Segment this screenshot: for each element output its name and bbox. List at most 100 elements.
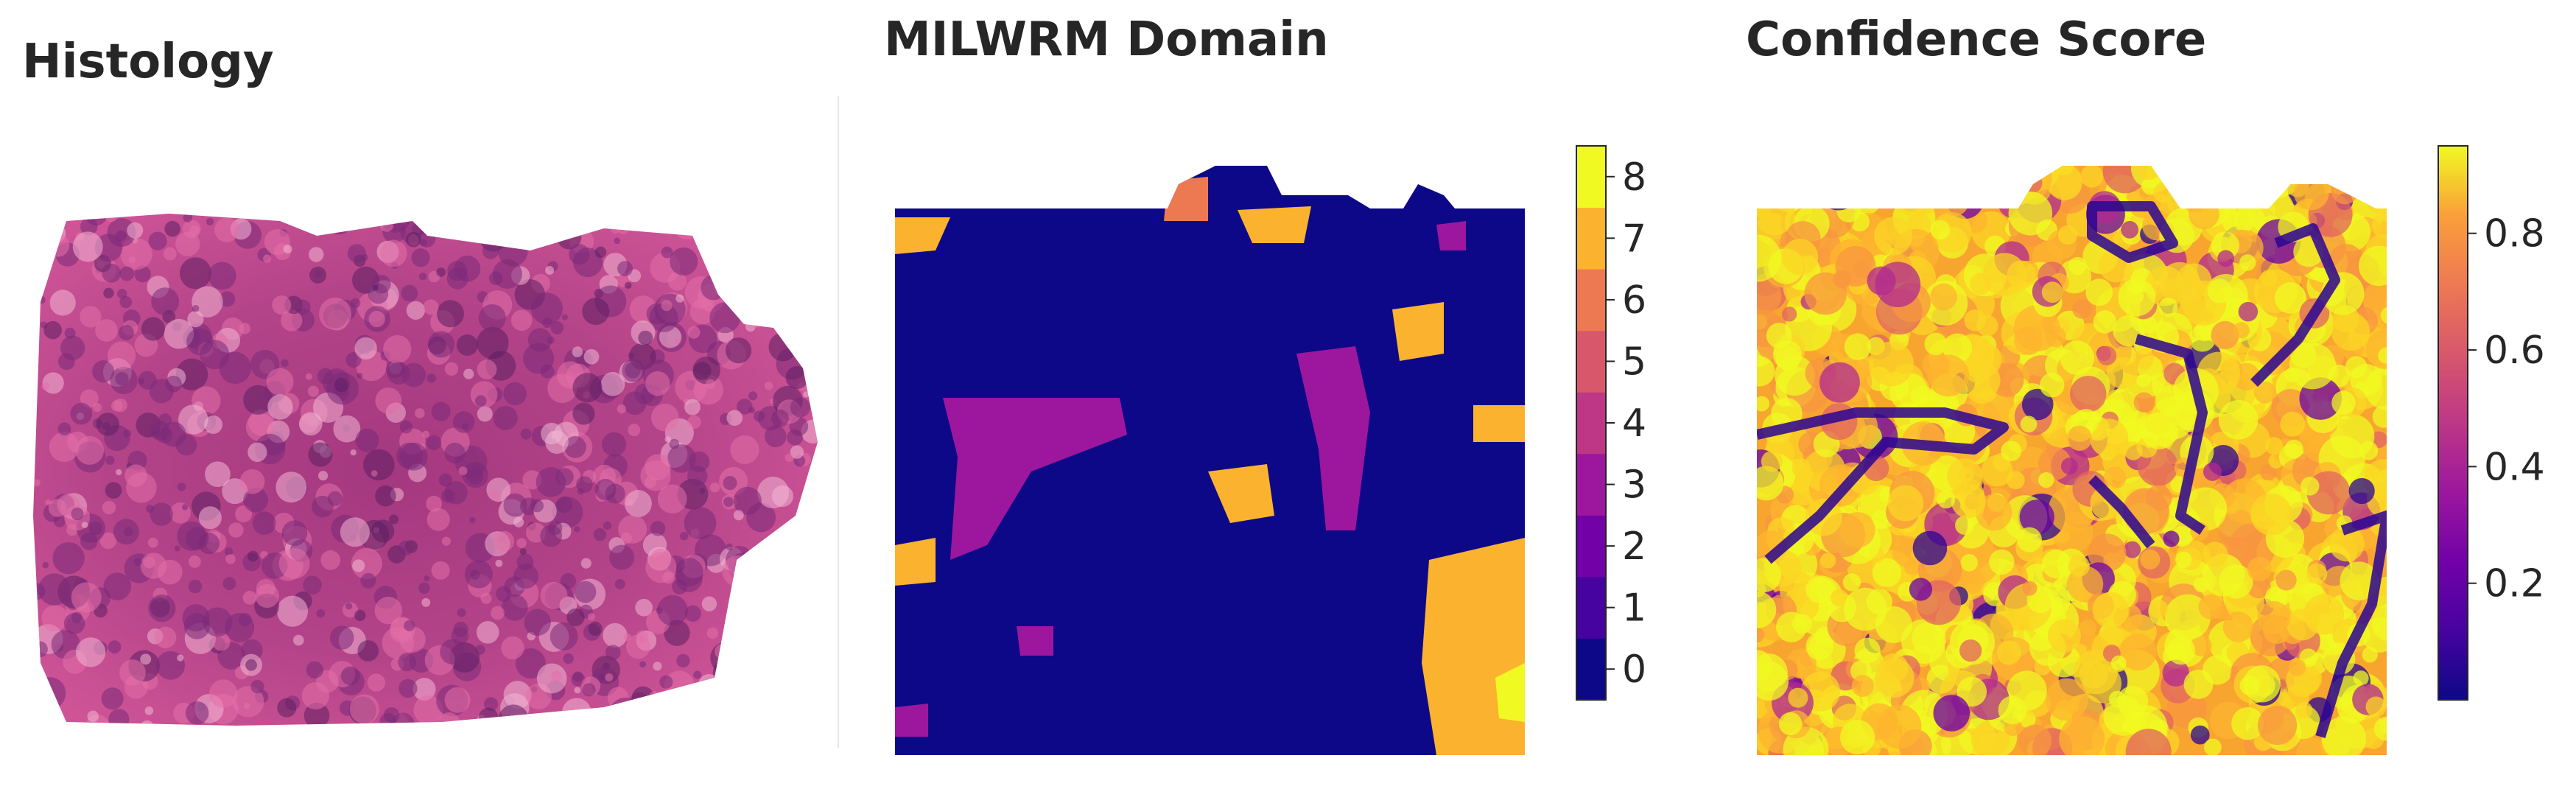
confidence-spot (2161, 166, 2183, 181)
confidence-spot (2289, 343, 2336, 390)
tissue-spot (480, 592, 492, 604)
tissue-spot (225, 612, 255, 642)
confidence-spot (2207, 278, 2233, 304)
tissue-spot (740, 614, 763, 638)
tissue-spot (768, 228, 793, 253)
confidence-spot (1761, 450, 1783, 472)
domain-region (895, 538, 936, 586)
confidence-spot (2276, 168, 2292, 184)
tissue-spot (281, 309, 303, 332)
tissue-spot (649, 691, 659, 701)
domain-region (1208, 464, 1274, 523)
tissue-spot (427, 508, 450, 531)
tissue-spot (778, 239, 787, 247)
tissue-spot (653, 662, 662, 671)
domain-region (1436, 221, 1466, 250)
tissue-spot (141, 317, 165, 341)
tissue-spot (155, 626, 177, 649)
confidence-spot (2238, 301, 2259, 322)
tissue-spot (303, 702, 330, 726)
confidence-spot (1998, 166, 2043, 189)
confidence-spot (1805, 576, 1833, 603)
tissue-spot (103, 572, 132, 600)
confidence-boundary (2135, 334, 2208, 535)
tissue-spot (368, 310, 385, 328)
confidence-spot (2250, 493, 2292, 536)
domain-map (895, 166, 1525, 755)
confidence-spot (2296, 737, 2330, 755)
tissue-spot (298, 412, 323, 436)
tissue-spot (572, 346, 583, 358)
colorbar-tick-label: 1 (1622, 586, 1646, 631)
tissue-spot (650, 403, 679, 432)
confidence-spot (1819, 362, 1860, 403)
tissue-spot (709, 482, 720, 493)
tissue-spot (571, 672, 586, 687)
tissue-spot (464, 653, 477, 666)
tissue-spot (791, 256, 798, 264)
confidence-spot (2366, 186, 2387, 214)
confidence-spot (2362, 279, 2387, 320)
tissue-spot (357, 640, 379, 662)
confidence-spot (2003, 170, 2026, 194)
confidence-spot (1940, 172, 1976, 207)
tissue-spot (124, 527, 133, 536)
tissue-spot (530, 499, 544, 513)
tissue-spot (761, 652, 787, 678)
tissue-spot (133, 558, 142, 567)
tissue-spot (177, 483, 186, 491)
tissue-spot (790, 260, 813, 283)
tissue-spot (617, 404, 627, 414)
tissue-spot (107, 341, 136, 370)
tissue-spot (726, 410, 743, 427)
tissue-spot (357, 373, 363, 379)
tissue-spot (307, 385, 320, 397)
confidence-spot (1801, 166, 1834, 192)
tissue-spot (318, 471, 329, 481)
confidence-spot (2372, 405, 2387, 428)
confidence-spot (1955, 516, 1974, 535)
tissue-spot (759, 214, 767, 220)
tissue-spot (75, 637, 106, 667)
confidence-spot (2368, 175, 2387, 194)
tissue-spot (157, 559, 183, 585)
tissue-spot (744, 721, 751, 726)
tissue-spot (759, 662, 787, 690)
tissue-spot (177, 521, 207, 551)
tissue-spot (559, 214, 588, 230)
tissue-spot (675, 687, 686, 698)
confidence-spot (2045, 326, 2066, 348)
confidence-spot (2213, 166, 2242, 190)
domain-region (1495, 663, 1525, 722)
confidence-spot (1960, 554, 1978, 572)
confidence-spot (2183, 189, 2206, 213)
tissue-spot (754, 691, 787, 723)
tissue-spot (151, 287, 180, 316)
tissue-spot (49, 432, 80, 463)
tissue-spot (550, 321, 564, 334)
tissue-spot (709, 302, 741, 334)
tissue-spot (372, 284, 379, 291)
tissue-spot (398, 540, 414, 556)
confidence-spot (1933, 187, 1950, 204)
tissue-spot (639, 661, 647, 668)
tissue-spot (329, 625, 354, 650)
tissue-spot (119, 266, 135, 281)
tissue-spot (547, 336, 555, 344)
tissue-spot (733, 486, 762, 515)
tissue-spot (727, 233, 754, 259)
tissue-spot (662, 711, 673, 721)
confidence-spot (2190, 725, 2210, 745)
tissue-spot (134, 265, 151, 283)
tissue-spot (401, 284, 418, 302)
tissue-spot (326, 214, 353, 235)
tissue-spot (283, 245, 292, 254)
tissue-spot (198, 506, 222, 530)
tissue-spot (219, 351, 252, 385)
tissue-spot (605, 645, 621, 661)
tissue-spot (788, 323, 808, 343)
confidence-spot (1956, 676, 1987, 707)
tissue-spot (150, 502, 173, 526)
tissue-spot (456, 334, 478, 357)
confidence-spot (2047, 619, 2081, 653)
